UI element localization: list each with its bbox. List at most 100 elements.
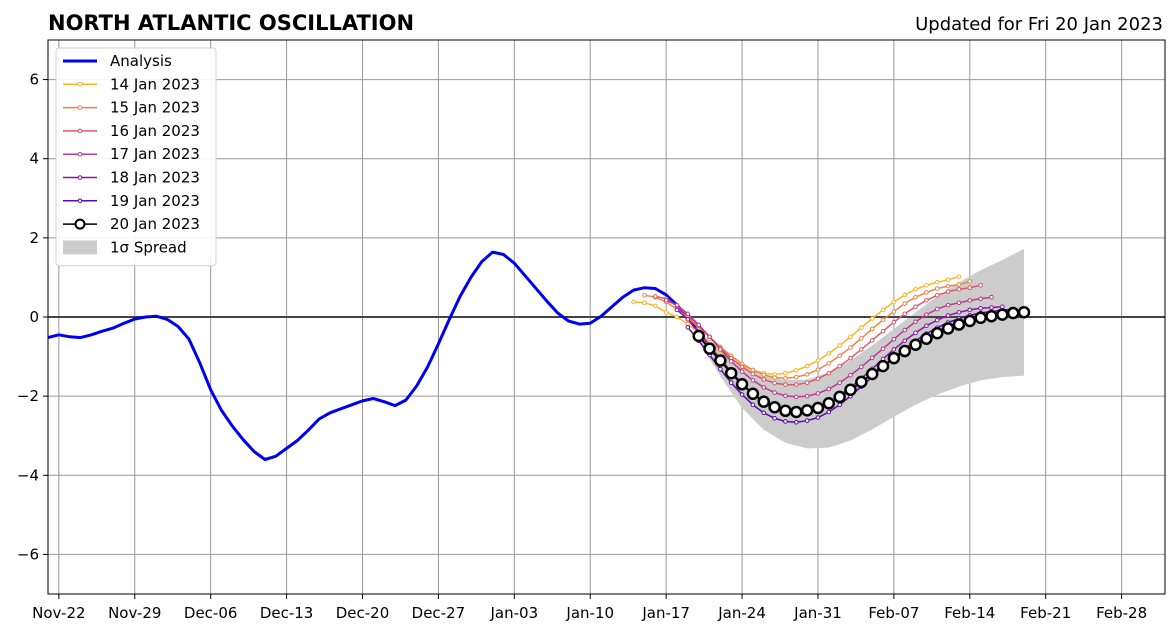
forecast-point: [793, 382, 799, 387]
forecast-point: [891, 309, 897, 314]
forecast-point: [956, 287, 962, 292]
forecast-point: [996, 308, 1009, 321]
legend-marker: [77, 105, 83, 110]
forecast-point: [707, 334, 712, 340]
forecast-point: [848, 355, 853, 361]
legend-marker: [77, 128, 83, 134]
y-tick-label: 0: [29, 308, 39, 326]
forecast-point: [837, 353, 842, 359]
forecast-point: [804, 418, 810, 423]
y-tick-label: −6: [17, 545, 39, 563]
forecast-point: [1006, 306, 1020, 320]
forecast-point: [826, 386, 832, 392]
legend-label: 20 Jan 2023: [110, 215, 200, 233]
legend-label: 14 Jan 2023: [110, 75, 200, 93]
forecast-point: [757, 395, 770, 408]
forecast-point: [696, 322, 701, 328]
forecast-point: [891, 336, 897, 342]
legend-box: [55, 47, 217, 267]
forecast-point: [783, 419, 788, 424]
forecast-point: [642, 300, 647, 306]
forecast-point: [934, 286, 940, 291]
forecast-point: [865, 367, 879, 381]
chart-subtitle: Updated for Fri 20 Jan 2023: [915, 14, 1163, 35]
forecast-point: [902, 301, 908, 306]
x-tick-label: Dec-13: [260, 604, 314, 622]
forecast-point: [674, 314, 680, 320]
forecast-point: [793, 374, 799, 380]
forecast-point: [746, 387, 760, 401]
forecast-point: [848, 334, 853, 340]
legend-entry: 14 Jan 2023: [63, 75, 200, 93]
forecast-point: [902, 311, 908, 317]
x-tick-label: Jan-17: [641, 604, 690, 622]
legend-swatch: [63, 240, 97, 255]
forecast-point: [967, 285, 973, 291]
forecast-point: [631, 299, 636, 305]
forecast-point: [826, 370, 832, 376]
forecast-point: [887, 351, 901, 365]
legend-marker: [77, 175, 83, 180]
y-tick-label: −2: [17, 387, 39, 405]
forecast-point: [750, 402, 756, 408]
forecast-point: [891, 299, 897, 305]
forecast-point: [761, 410, 767, 416]
forecast-point: [898, 344, 911, 358]
forecast-point: [811, 401, 825, 415]
forecast-point: [772, 375, 777, 380]
forecast-point: [945, 313, 951, 318]
forecast-point: [750, 367, 756, 373]
forecast-point: [913, 304, 918, 310]
legend-entry: 18 Jan 2023: [63, 169, 200, 187]
forecast-point: [891, 347, 897, 352]
forecast-point: [978, 305, 983, 311]
forecast-series: [692, 306, 1031, 419]
forecast-point: [826, 351, 832, 356]
forecast-point: [783, 382, 788, 387]
forecast-point: [772, 390, 777, 395]
forecast-point: [859, 325, 864, 330]
forecast-point: [956, 300, 962, 306]
forecast-point: [779, 404, 792, 418]
legend: Analysis 14 Jan 2023 15 Jan 2023 16 Jan 202…: [55, 47, 217, 267]
forecast-point: [844, 383, 857, 397]
forecast-point: [718, 366, 723, 372]
x-tick-label: Feb-21: [1020, 604, 1071, 622]
x-tick-label: Nov-29: [108, 604, 161, 622]
forecast-point: [739, 369, 745, 374]
forecast-point: [902, 292, 908, 298]
analysis-line: [48, 250, 700, 461]
legend-entry: 19 Jan 2023: [63, 192, 200, 210]
forecast-point: [642, 292, 647, 298]
x-axis: Nov-22 Nov-29 Dec-06 Dec-13 Dec-20 Dec-27 Jan-…: [32, 594, 1147, 622]
forecast-point: [728, 380, 734, 385]
forecast-point: [761, 385, 767, 390]
forecast-point: [663, 298, 669, 303]
forecast-point: [837, 380, 842, 385]
legend-label: 15 Jan 2023: [110, 99, 200, 117]
forecast-point: [891, 319, 897, 325]
series-layer: [48, 250, 1031, 461]
forecast-point: [989, 294, 994, 300]
forecast-point: [761, 372, 767, 378]
forecast-point: [913, 287, 918, 292]
forecast-point: [978, 296, 983, 302]
forecast-point: [967, 279, 973, 284]
forecast-point: [822, 397, 836, 410]
forecast-point: [945, 302, 951, 308]
forecast-point: [728, 359, 734, 364]
forecast-point: [804, 372, 810, 377]
forecast-point: [1000, 304, 1005, 310]
forecast-point: [739, 364, 745, 370]
forecast-point: [869, 316, 875, 321]
chart-title: NORTH ATLANTIC OSCILLATION: [48, 11, 414, 35]
x-tick-label: Feb-14: [944, 604, 995, 622]
forecast-point: [793, 394, 799, 400]
forecast-point: [924, 323, 929, 329]
forecast-point: [783, 376, 788, 381]
forecast-point: [902, 338, 908, 344]
forecast-point: [714, 354, 727, 367]
forecast-point: [815, 376, 821, 382]
x-tick-label: Dec-20: [336, 604, 390, 622]
x-tick-label: Jan-03: [490, 604, 539, 622]
